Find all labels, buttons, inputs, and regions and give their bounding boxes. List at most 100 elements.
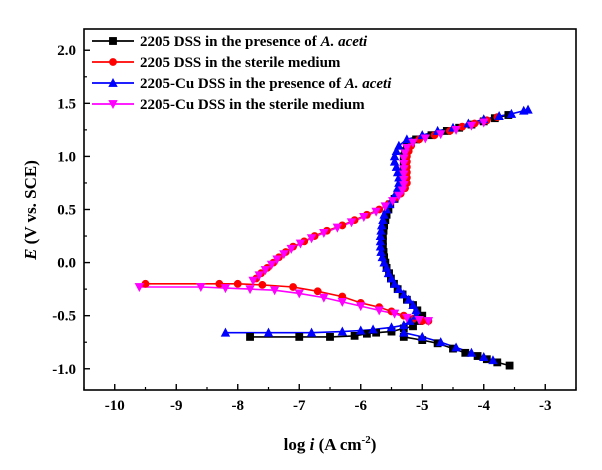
data-point: [279, 250, 289, 260]
data-point: [420, 134, 431, 144]
series-line-2: [255, 116, 498, 280]
data-point: [394, 140, 404, 150]
data-point: [306, 327, 317, 337]
x-tick-label: -9: [170, 398, 183, 414]
data-point: [359, 213, 369, 222]
data-point: [386, 322, 397, 332]
data-point: [376, 225, 386, 235]
data-point: [260, 266, 271, 276]
data-point: [319, 228, 329, 238]
legend: 2205 DSS in the presence of A. aceti 2205…: [92, 34, 392, 113]
data-point: [350, 331, 359, 340]
axis-ticks: -10 -9 -8 -7 -6 -5 -4 -3 -1.0 -0.5 0.0 0.5 1.0 1.5 2.0: [52, 43, 577, 414]
y-axis-label: E (V vs. SCE): [21, 160, 40, 261]
data-point: [263, 327, 274, 337]
data-point: [254, 271, 264, 281]
data-point: [402, 313, 412, 323]
data-point: [436, 337, 446, 347]
data-point: [479, 118, 489, 128]
data-point: [246, 333, 254, 341]
y-tick-label: -1.0: [52, 362, 76, 378]
data-point: [389, 309, 400, 319]
data-point: [220, 284, 231, 294]
data-point: [408, 300, 418, 309]
data-point: [394, 191, 404, 201]
data-point: [379, 209, 389, 219]
data-point: [417, 331, 427, 341]
data-point: [436, 130, 446, 140]
data-point: [380, 202, 391, 212]
data-point: [391, 161, 402, 171]
data-point: [371, 207, 381, 217]
data-point: [451, 342, 461, 352]
data-point: [391, 146, 402, 156]
data-point: [494, 111, 504, 120]
data-point: [505, 361, 514, 370]
data-point: [245, 285, 255, 295]
data-point: [479, 352, 489, 361]
data-point: [408, 138, 418, 148]
data-point: [404, 294, 414, 304]
y-tick-label: 0.5: [57, 203, 76, 219]
data-point: [381, 262, 392, 272]
data-point: [269, 286, 280, 296]
data-point: [295, 239, 306, 249]
legend-marker: [109, 37, 117, 45]
x-tick-label: -10: [105, 398, 125, 414]
series-line-2: [145, 283, 429, 322]
data-point: [272, 255, 282, 265]
data-point: [326, 333, 334, 341]
data-point: [386, 273, 397, 283]
data-point: [383, 268, 394, 278]
data-point: [289, 283, 297, 291]
data-point: [306, 234, 317, 244]
data-point: [368, 324, 378, 334]
data-point: [389, 278, 400, 288]
x-axis-label: log i (A cm-2): [284, 434, 377, 454]
data-point: [266, 260, 277, 270]
data-point: [379, 257, 389, 267]
data-point: [466, 347, 477, 357]
data-point: [346, 218, 357, 228]
data-point: [399, 327, 409, 337]
data-point: [319, 293, 329, 303]
y-tick-label: 1.5: [57, 96, 76, 112]
data-point: [392, 167, 403, 177]
data-point: [411, 305, 421, 315]
data-point: [220, 327, 231, 337]
data-point: [377, 252, 387, 262]
data-point: [451, 125, 461, 135]
data-point: [286, 244, 296, 254]
legend-label: 2205 DSS in the presence of A. aceti: [140, 34, 368, 50]
data-point: [488, 355, 498, 365]
data-point: [389, 156, 400, 166]
data-point: [258, 280, 267, 289]
data-point: [248, 276, 258, 286]
x-tick-label: -5: [416, 398, 429, 414]
data-point: [294, 289, 304, 299]
series-line-3: [225, 108, 529, 334]
y-tick-label: 1.0: [57, 149, 76, 165]
data-point: [233, 279, 242, 288]
x-tick-label: -4: [478, 398, 491, 414]
data-point: [375, 230, 386, 240]
data-point: [414, 316, 424, 325]
data-point: [332, 223, 343, 233]
data-point: [375, 241, 386, 251]
x-tick-label: -6: [355, 398, 368, 414]
data-point: [356, 325, 366, 335]
data-point: [356, 302, 366, 312]
data-point: [376, 220, 387, 230]
legend-label: 2205-Cu DSS in the presence of A. aceti: [140, 76, 392, 92]
legend-label: 2205-Cu DSS in the sterile medium: [140, 97, 365, 113]
x-tick-label: -3: [539, 398, 552, 414]
data-point: [375, 236, 386, 246]
series-line-4: [139, 286, 429, 322]
series-line-4: [252, 121, 484, 282]
data-point: [215, 279, 224, 288]
data-point: [423, 317, 434, 327]
data-point: [196, 283, 206, 293]
legend-marker: [108, 100, 118, 110]
legend-label: 2205 DSS in the sterile medium: [140, 55, 341, 71]
